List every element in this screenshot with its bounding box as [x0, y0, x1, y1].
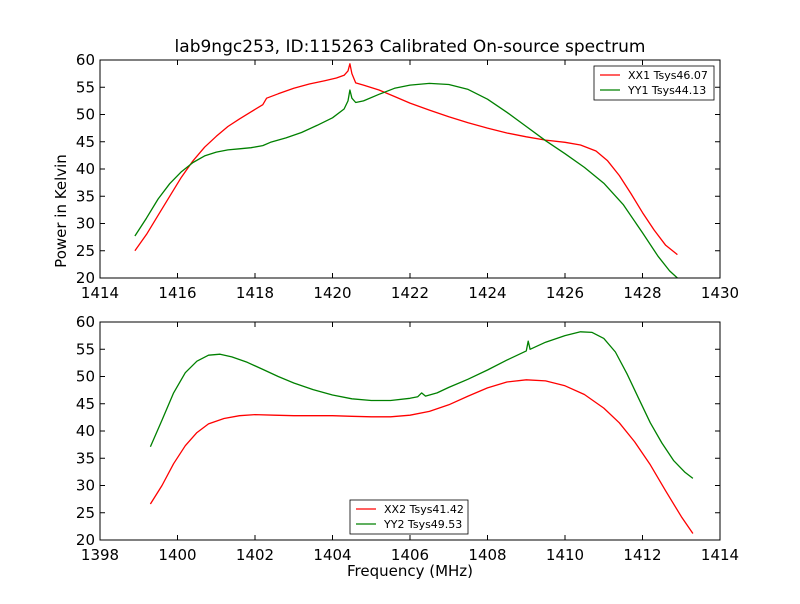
- series-line-2-2: [149, 331, 694, 479]
- y-tick-label: 40: [76, 422, 95, 440]
- x-tick-label: 1398: [81, 546, 119, 564]
- y-tick-label: 20: [76, 269, 95, 287]
- x-tick-label: 1428: [623, 284, 661, 302]
- series-line-1-1: [134, 63, 678, 256]
- y-tick-label: 30: [76, 215, 95, 233]
- x-tick-label: 1410: [546, 546, 584, 564]
- x-tick-label: 1430: [701, 284, 739, 302]
- plot-panel-1: 1414 1416 1418 1420 1422 1424 1426 1428 1430 20 25…: [52, 51, 739, 302]
- x-tick-label: 1402: [236, 546, 274, 564]
- y-tick-label: 20: [76, 531, 95, 549]
- x-tick-label: 1414: [81, 284, 119, 302]
- x-axis-label: Frequency (MHz): [347, 562, 473, 580]
- y-tick-label: 25: [76, 242, 95, 260]
- series-line-1-2: [134, 82, 678, 278]
- x-tick-label: 1404: [313, 546, 351, 564]
- x-tick-label: 1422: [391, 284, 429, 302]
- legend-box: [593, 65, 715, 101]
- y-tick-label: 60: [76, 51, 95, 69]
- legend: XX1 Tsys46.07 YY1 Tsys44.13: [593, 65, 715, 101]
- legend-box: [349, 499, 469, 535]
- y-tick-label: 25: [76, 504, 95, 522]
- legend-label: XX1 Tsys46.07: [628, 69, 708, 82]
- x-tick-label: 1420: [313, 284, 351, 302]
- x-tick-label: 1414: [701, 546, 739, 564]
- y-tick-label: 50: [76, 368, 95, 386]
- x-tick-label: 1408: [468, 546, 506, 564]
- y-tick-label: 50: [76, 106, 95, 124]
- series-line-2-1: [149, 379, 694, 534]
- chart-title: lab9ngc253, ID:115263 Calibrated On-sour…: [175, 37, 646, 57]
- y-axis-label: Power in Kelvin: [52, 154, 70, 268]
- y-tick-label: 40: [76, 160, 95, 178]
- y-tick-label: 45: [76, 133, 95, 151]
- y-tick-label: 30: [76, 477, 95, 495]
- x-tick-label: 1426: [546, 284, 584, 302]
- legend-label: XX2 Tsys41.42: [384, 503, 464, 516]
- x-tick-label: 1416: [158, 284, 196, 302]
- y-tick-label: 35: [76, 187, 95, 205]
- legend-label: YY2 Tsys49.53: [383, 518, 462, 531]
- x-tick-label: 1412: [623, 546, 661, 564]
- x-tick-label: 1406: [391, 546, 429, 564]
- legend: XX2 Tsys41.42 YY2 Tsys49.53: [349, 499, 469, 535]
- y-tick-label: 45: [76, 395, 95, 413]
- x-tick-label: 1424: [468, 284, 506, 302]
- y-tick-label: 60: [76, 313, 95, 331]
- x-tick-label: 1400: [158, 546, 196, 564]
- plot-panel-2: 1398 1400 1402 1404 1406 1408 1410 1412 1414 20 25…: [76, 313, 739, 580]
- x-tick-label: 1418: [236, 284, 274, 302]
- legend-label: YY1 Tsys44.13: [627, 84, 706, 97]
- y-tick-label: 55: [76, 78, 95, 96]
- y-tick-label: 35: [76, 449, 95, 467]
- y-tick-label: 55: [76, 340, 95, 358]
